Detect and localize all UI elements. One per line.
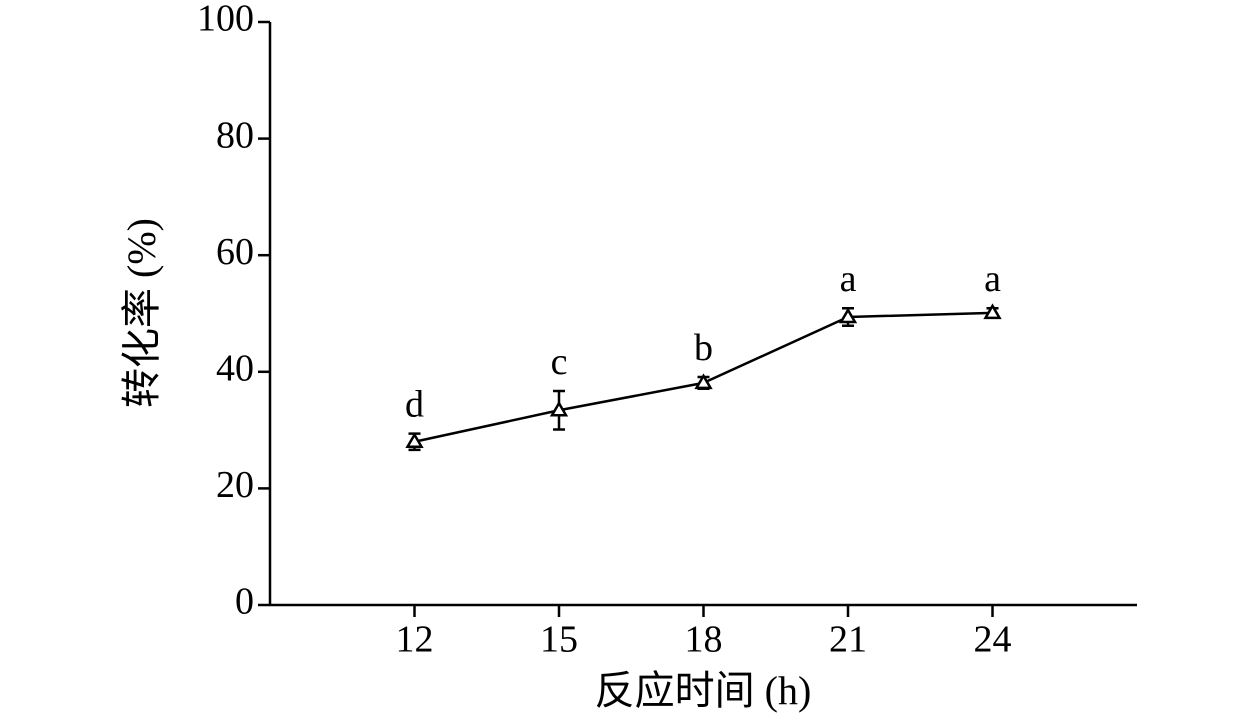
significance-label: a	[984, 258, 1001, 300]
y-tick-label: 100	[197, 0, 254, 40]
marker	[983, 303, 1002, 320]
x-tick-label: 24	[974, 619, 1012, 661]
x-tick-label: 12	[396, 619, 434, 661]
significance-label: a	[840, 258, 857, 300]
y-tick-label: 80	[216, 114, 254, 156]
x-tick-label: 21	[829, 619, 867, 661]
marker	[549, 400, 569, 417]
x-axis-title: 反应时间 (h)	[595, 668, 812, 713]
marker	[838, 307, 858, 324]
x-tick-label: 18	[685, 619, 723, 661]
y-tick-label: 20	[216, 464, 254, 506]
significance-label: b	[694, 327, 713, 369]
x-tick-label: 15	[540, 619, 578, 661]
y-tick-label: 0	[235, 581, 254, 623]
significance-label: d	[405, 383, 424, 425]
marker	[405, 432, 424, 449]
y-axis-title: 转化率 (%)	[119, 218, 164, 408]
significance-label: c	[551, 341, 568, 383]
y-tick-label: 40	[216, 348, 254, 390]
marker	[694, 373, 713, 390]
y-tick-label: 60	[216, 231, 254, 273]
